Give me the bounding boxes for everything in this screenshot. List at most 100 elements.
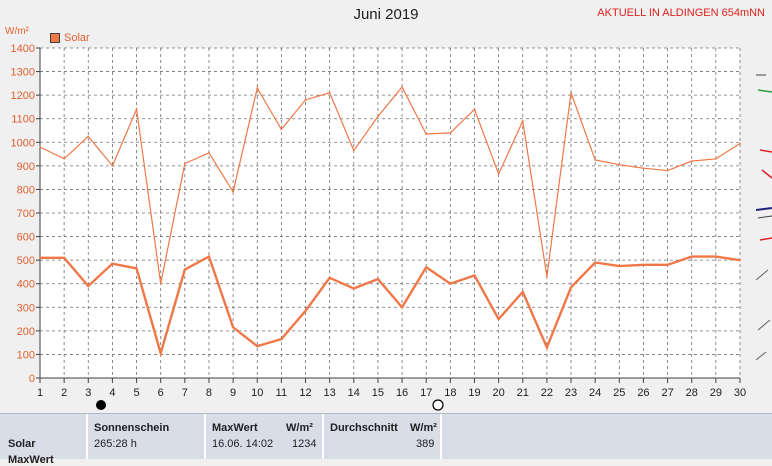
y-tick-label: 1200 <box>11 90 35 102</box>
data-point-daily-max <box>111 164 114 167</box>
y-tick-label: 500 <box>17 255 35 267</box>
data-point-daily-max <box>473 108 476 111</box>
x-tick-label: 12 <box>299 387 311 399</box>
data-point-daily-mean <box>690 255 693 258</box>
data-point-daily-mean <box>739 259 741 262</box>
x-tick-label: 9 <box>230 387 236 399</box>
y-tick-label: 1300 <box>11 67 35 79</box>
data-point-daily-mean <box>425 266 428 269</box>
x-tick-label: 13 <box>324 387 336 399</box>
data-point-daily-max <box>690 160 693 163</box>
data-point-daily-mean <box>570 286 572 289</box>
y-tick-label: 700 <box>17 208 35 220</box>
data-point-daily-max <box>449 131 452 134</box>
data-point-daily-max <box>497 173 500 176</box>
data-point-daily-mean <box>521 291 524 293</box>
y-tick-label: 1400 <box>11 43 35 55</box>
data-point-daily-max <box>87 135 90 138</box>
y-tick-label: 300 <box>17 302 35 314</box>
data-point-daily-mean <box>135 267 138 270</box>
data-point-daily-mean <box>304 309 307 312</box>
x-tick-label: 30 <box>734 387 746 399</box>
x-tick-label: 14 <box>348 387 360 399</box>
data-point-daily-mean <box>401 306 403 309</box>
x-tick-label: 17 <box>420 387 432 399</box>
x-tick-label: 3 <box>85 387 91 399</box>
y-tick-label: 600 <box>17 232 35 244</box>
x-tick-label: 4 <box>109 387 115 399</box>
stats-row-label: Solar <box>8 438 36 450</box>
x-tick-label: 20 <box>492 387 504 399</box>
stats-maxwert: MaxWert W/m² 16.06. 14:02 1234 <box>206 414 324 459</box>
x-tick-label: 6 <box>158 387 164 399</box>
x-tick-label: 27 <box>661 387 673 399</box>
x-tick-label: 28 <box>686 387 698 399</box>
x-tick-label: 25 <box>613 387 625 399</box>
sonnenschein-header: Sonnenschein <box>94 422 170 434</box>
data-point-daily-mean <box>497 318 500 320</box>
y-tick-label: 100 <box>17 349 35 361</box>
data-point-daily-mean <box>87 285 90 287</box>
data-point-daily-max <box>594 159 597 161</box>
x-tick-label: 10 <box>251 387 263 399</box>
data-point-daily-mean <box>232 326 235 329</box>
data-point-daily-max <box>618 163 621 166</box>
location-banner: AKTUELL IN ALDINGEN 654mNN <box>597 7 765 19</box>
data-point-daily-max <box>739 142 741 145</box>
stats-durchschnitt: Durchschnitt W/m² 389 <box>324 414 442 459</box>
maxwert-value: 1234 <box>292 438 317 450</box>
data-point-daily-max <box>39 146 41 148</box>
data-point-daily-mean <box>111 262 114 265</box>
x-tick-label: 22 <box>541 387 553 399</box>
data-point-daily-mean <box>642 263 645 266</box>
data-point-daily-max <box>256 87 259 89</box>
data-point-daily-max <box>642 167 645 170</box>
x-tick-label: 7 <box>182 387 188 399</box>
chart-title: Juni 2019 <box>353 6 419 23</box>
data-point-daily-mean <box>352 287 355 290</box>
data-point-daily-max <box>280 128 283 131</box>
data-point-daily-mean <box>183 268 186 271</box>
x-tick-label: 18 <box>444 387 456 399</box>
stats-sonnenschein: Sonnenschein 265:28 h <box>88 414 206 459</box>
sonnenschein-value: 265:28 h <box>94 438 137 450</box>
data-point-daily-max <box>232 190 235 193</box>
legend-label: Solar <box>64 32 90 44</box>
data-point-daily-max <box>183 162 186 165</box>
data-point-daily-max <box>135 108 138 111</box>
data-point-daily-mean <box>449 282 452 285</box>
x-tick-label: 2 <box>61 387 67 399</box>
data-point-daily-max <box>545 275 548 278</box>
y-axis-unit-label: W/m² <box>5 26 29 37</box>
x-tick-label: 26 <box>637 387 649 399</box>
data-point-daily-max <box>714 157 717 160</box>
data-point-daily-max <box>159 282 162 285</box>
x-tick-label: 11 <box>276 387 287 399</box>
data-point-daily-mean <box>159 352 162 355</box>
new-moon-icon <box>95 398 107 416</box>
durchschnitt-value: 389 <box>416 438 435 450</box>
maxwert-date: 16.06. 14:02 <box>212 438 274 450</box>
data-point-daily-mean <box>280 338 283 341</box>
data-point-daily-mean <box>714 255 717 258</box>
x-tick-label: 15 <box>372 387 384 399</box>
data-point-daily-max <box>570 91 572 94</box>
data-point-daily-max <box>328 91 331 94</box>
data-point-daily-max <box>377 115 379 118</box>
data-point-daily-mean <box>39 256 41 259</box>
data-point-daily-max <box>401 86 403 89</box>
y-tick-label: 200 <box>17 326 35 338</box>
x-tick-label: 24 <box>589 387 601 399</box>
y-tick-label: 1100 <box>11 114 35 126</box>
maxwert-unit: W/m² <box>286 422 313 434</box>
y-tick-label: 900 <box>17 161 35 173</box>
legend: Solar <box>50 32 90 44</box>
data-point-daily-mean <box>594 261 597 264</box>
full-moon-icon <box>432 398 444 416</box>
durchschnitt-header: Durchschnitt <box>330 422 398 434</box>
x-tick-label: 16 <box>396 387 408 399</box>
stats-col-label <box>0 414 88 459</box>
y-tick-label: 1000 <box>11 137 35 149</box>
data-point-daily-mean <box>63 256 66 259</box>
